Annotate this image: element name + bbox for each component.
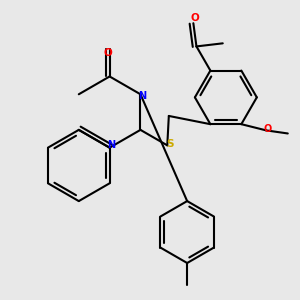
Text: N: N (138, 91, 146, 101)
Text: S: S (166, 139, 173, 149)
Text: O: O (263, 124, 272, 134)
Text: N: N (107, 140, 115, 150)
Text: O: O (104, 48, 112, 58)
Text: O: O (190, 13, 199, 22)
